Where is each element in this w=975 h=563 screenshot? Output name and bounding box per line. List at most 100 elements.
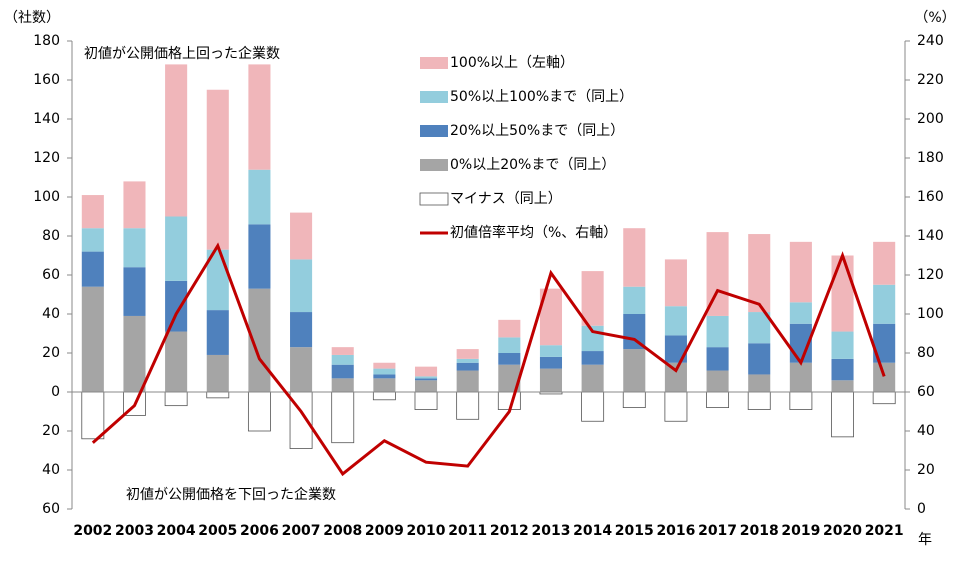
x-tick-label: 2002 (73, 523, 112, 539)
bar (206, 354, 229, 392)
bar (373, 368, 396, 375)
bar (247, 391, 271, 432)
bar (581, 351, 604, 365)
x-tick-label: 2010 (407, 523, 446, 539)
bar (373, 362, 396, 369)
legend-label: 100%以上（左軸） (450, 55, 574, 71)
bar (290, 347, 313, 392)
bar (581, 391, 605, 422)
bar (664, 335, 687, 363)
bar (206, 391, 230, 399)
bar (747, 391, 771, 410)
bar (581, 271, 604, 326)
y2-tick-label: 200 (917, 111, 944, 127)
x-tick-label: 2005 (198, 523, 237, 539)
x-tick-label: 2012 (490, 523, 529, 539)
bar (206, 89, 229, 250)
bar (789, 391, 813, 410)
y-tick-label: 60 (42, 267, 60, 283)
y-tick-label: 40 (42, 306, 60, 322)
bar (664, 306, 687, 336)
legend-swatch (420, 57, 448, 69)
bar (873, 323, 896, 363)
y2-axis-unit: （%） (914, 10, 955, 26)
y2-tick-label: 80 (917, 345, 935, 361)
bar (706, 347, 729, 371)
legend-swatch (420, 125, 448, 137)
bar (331, 378, 354, 392)
bar (664, 362, 687, 392)
bar (872, 391, 896, 405)
x-tick-label: 2011 (448, 523, 487, 539)
bar (789, 241, 812, 303)
x-tick-label: 2008 (323, 523, 362, 539)
bar (706, 370, 729, 392)
bar (498, 337, 521, 353)
y2-tick-label: 120 (917, 267, 944, 283)
bar (81, 195, 104, 229)
bar (706, 391, 730, 409)
line (91, 242, 886, 477)
bar (248, 64, 271, 170)
bar (456, 362, 479, 371)
bar (831, 380, 854, 392)
bar (81, 286, 104, 392)
x-tick-label: 2019 (781, 523, 820, 539)
bar (873, 284, 896, 324)
bar (206, 310, 229, 355)
bar (748, 312, 771, 344)
bar (372, 391, 396, 401)
bar (456, 391, 480, 420)
y-tick-label: 80 (42, 228, 60, 244)
bar (623, 228, 646, 287)
bar (373, 374, 396, 379)
bar (873, 241, 896, 285)
bar (539, 356, 563, 369)
bar (622, 391, 646, 409)
y-tick-label: 100 (33, 189, 60, 205)
bar (831, 391, 854, 438)
x-tick-label: 2013 (531, 523, 570, 539)
legend-swatch (420, 91, 448, 103)
bar (331, 347, 354, 355)
bar (623, 349, 646, 392)
bar (789, 302, 812, 324)
bar (456, 370, 479, 392)
legend-label: マイナス（同上） (450, 191, 562, 207)
bar (123, 315, 146, 392)
bar (331, 354, 354, 365)
bar (248, 169, 271, 225)
legend-swatch (420, 159, 448, 171)
x-tick-label: 2007 (282, 523, 321, 539)
bar (81, 391, 105, 440)
bar (414, 366, 438, 377)
x-tick-label: 2014 (573, 523, 612, 539)
y2-tick-label: 60 (917, 384, 935, 400)
y-tick-label: 20 (42, 423, 60, 439)
x-tick-label: 2020 (823, 523, 862, 539)
y2-tick-label: 100 (917, 306, 944, 322)
bar (414, 378, 438, 381)
y-tick-label: 0 (51, 384, 60, 400)
x-tick-label: 2015 (615, 523, 654, 539)
legend-label: 50%以上100%まで（同上） (450, 89, 633, 105)
bar (165, 64, 188, 217)
x-tick-label: 2018 (740, 523, 779, 539)
bar (123, 267, 146, 316)
bar (498, 364, 521, 392)
x-tick-label: 2016 (656, 523, 695, 539)
bar (81, 228, 104, 252)
bar (123, 228, 146, 268)
x-tick-label: 2021 (865, 523, 904, 539)
bar (831, 255, 854, 332)
y-axis-unit: （社数） (4, 10, 60, 26)
x-tick-label: 2004 (157, 523, 196, 539)
bar (414, 376, 438, 379)
bar (414, 391, 438, 410)
x-tick-label: 2006 (240, 523, 279, 539)
bar (873, 362, 896, 392)
bar (664, 259, 687, 307)
legend-label: 初値倍率平均（%、右軸） (450, 224, 617, 241)
bar (165, 280, 188, 332)
